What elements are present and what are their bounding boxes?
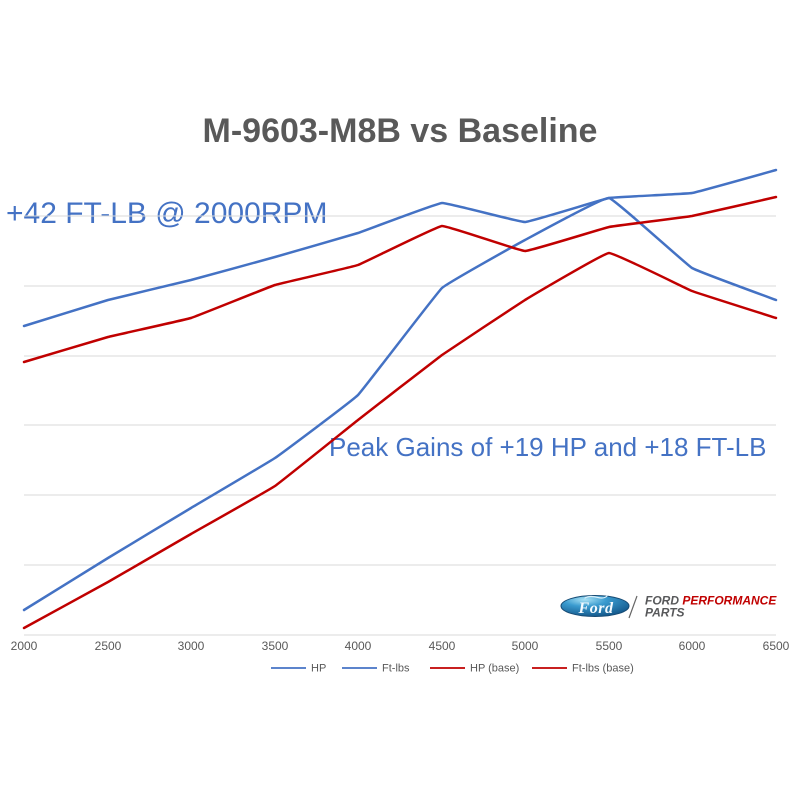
- svg-text:4500: 4500: [429, 639, 456, 653]
- svg-text:HP (base): HP (base): [470, 663, 519, 675]
- svg-text:2000: 2000: [11, 639, 38, 653]
- svg-text:3500: 3500: [262, 639, 289, 653]
- svg-text:Ft-lbs (base): Ft-lbs (base): [572, 663, 634, 675]
- svg-text:Ford: Ford: [578, 600, 614, 617]
- svg-text:Ft-lbs: Ft-lbs: [382, 663, 410, 675]
- svg-text:3000: 3000: [178, 639, 205, 653]
- svg-text:6000: 6000: [679, 639, 706, 653]
- svg-text:HP: HP: [311, 663, 326, 675]
- svg-text:4000: 4000: [345, 639, 372, 653]
- svg-text:6500: 6500: [763, 639, 790, 653]
- svg-text:5500: 5500: [596, 639, 623, 653]
- svg-text:PARTS: PARTS: [645, 606, 685, 620]
- svg-text:2500: 2500: [95, 639, 122, 653]
- svg-text:5000: 5000: [512, 639, 539, 653]
